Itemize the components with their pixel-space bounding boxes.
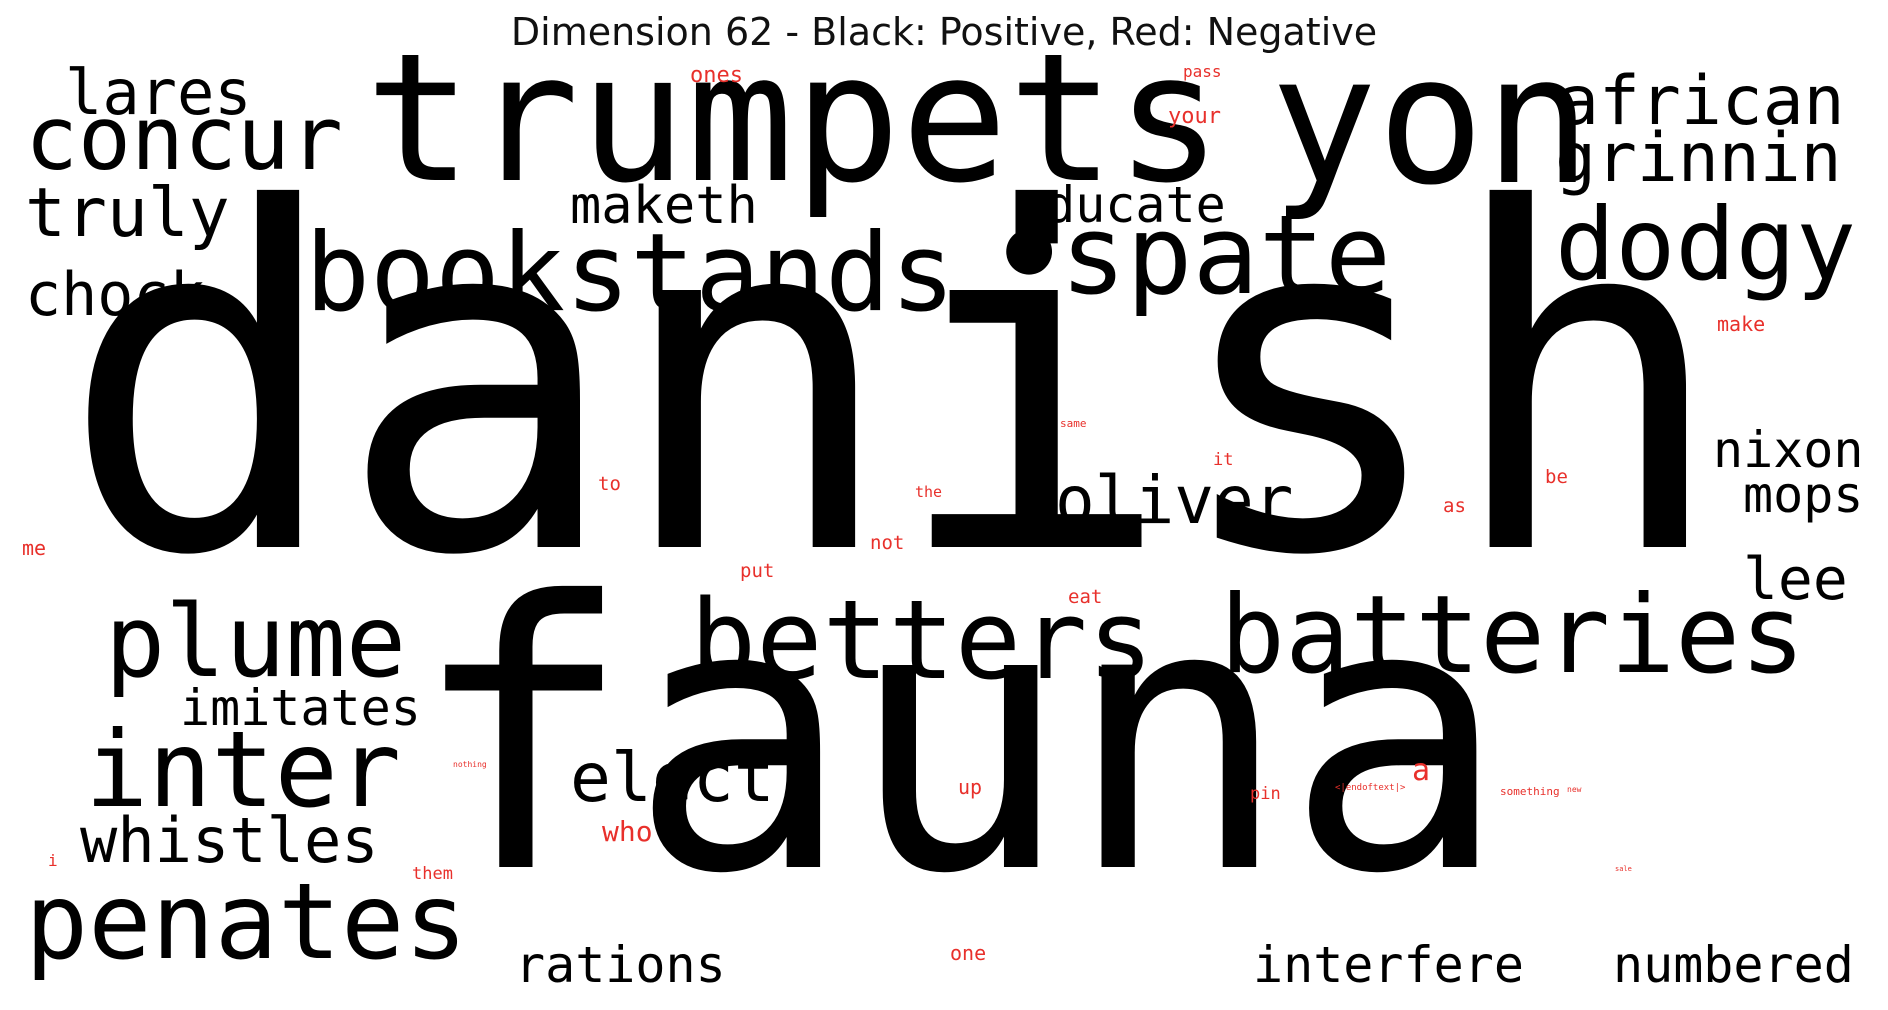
word-not: not: [870, 532, 905, 554]
word-yon: yon: [1270, 17, 1592, 224]
word-nixon: nixon: [1713, 421, 1864, 479]
word-to: to: [598, 473, 621, 495]
word-interfere: interfere: [1253, 936, 1524, 994]
word-dodgy: dodgy: [1555, 186, 1857, 303]
word-african: african: [1558, 62, 1845, 141]
word-grinnin: grinnin: [1555, 119, 1842, 198]
word-pin: pin: [1250, 784, 1281, 804]
word-penates: penates: [25, 861, 468, 983]
word-i: i: [48, 851, 58, 870]
word-fauna: fauna: [410, 525, 1508, 955]
word-mops: mops: [1743, 466, 1864, 524]
word-betters: betters: [690, 576, 1154, 704]
word-same: same: [1060, 417, 1087, 430]
word-rations: rations: [515, 936, 726, 994]
word-educate: educate: [1015, 176, 1226, 234]
word-be: be: [1545, 466, 1568, 488]
word-pass: pass: [1183, 62, 1222, 81]
word-up: up: [958, 775, 983, 799]
word-something: something: [1500, 785, 1560, 798]
word-imitates: imitates: [180, 679, 421, 737]
word-it: it: [1213, 450, 1234, 470]
word-elect: elect: [570, 739, 775, 818]
word-who: who: [602, 815, 653, 848]
word-oliver: oliver: [1055, 462, 1294, 539]
word-batteries: batteries: [1220, 573, 1806, 698]
word-inter: inter: [85, 709, 402, 831]
word-danish: danish: [60, 111, 1728, 658]
word-new: new: [1567, 785, 1582, 794]
word-lee: lee: [1743, 545, 1848, 613]
word-numbered: numbered: [1613, 936, 1854, 994]
word-bookstands: bookstands: [305, 211, 956, 336]
word-whistles: whistles: [80, 804, 379, 877]
word-put: put: [740, 560, 775, 582]
word-as: as: [1443, 495, 1466, 517]
word-a: a: [1412, 753, 1431, 788]
word-plume: plume: [105, 583, 407, 700]
word-sale: sale: [1615, 865, 1632, 873]
word-your: your: [1168, 104, 1221, 129]
word-lares: lares: [65, 56, 252, 129]
word-eat: eat: [1068, 586, 1103, 608]
word-nothing: nothing: [453, 760, 487, 769]
word-maketh: maketh: [570, 176, 758, 236]
word-concur: concur: [25, 87, 343, 190]
word-ones: ones: [690, 63, 743, 88]
word-trumpets: trumpets: [365, 15, 1223, 222]
word-chock: chock: [25, 260, 206, 330]
word-make: make: [1717, 312, 1766, 336]
word-bullet: •: [990, 179, 1069, 331]
word-them: them: [412, 864, 453, 884]
word-spate: spate: [1060, 191, 1392, 319]
chart-title: Dimension 62 - Black: Positive, Red: Neg…: [510, 10, 1378, 54]
word-one: one: [950, 941, 987, 965]
word-truly: truly: [25, 174, 230, 253]
word-the: the: [915, 483, 943, 501]
word-endoftext: <|endoftext|>: [1335, 783, 1406, 793]
word-me: me: [22, 536, 47, 560]
